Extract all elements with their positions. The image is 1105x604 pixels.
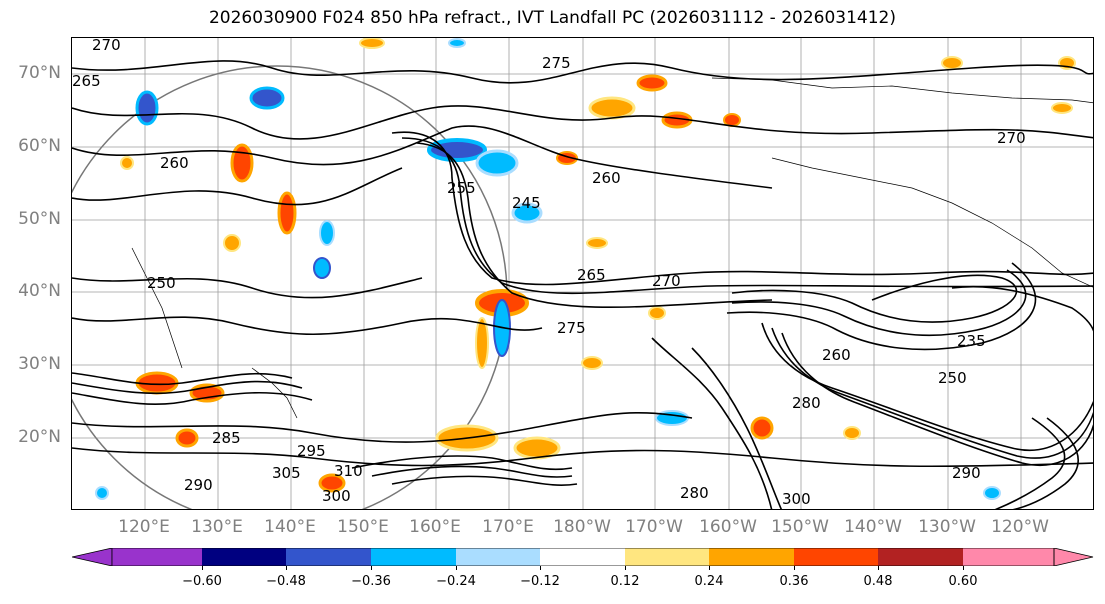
contour-label: 250 bbox=[147, 274, 176, 292]
colorbar-tick-label: 0.36 bbox=[779, 574, 809, 589]
contour-label: 265 bbox=[72, 72, 101, 90]
contour-label: 260 bbox=[160, 154, 189, 172]
lon-label: 170°E bbox=[482, 517, 534, 537]
contour-label: 300 bbox=[322, 487, 351, 505]
contour-label: 290 bbox=[184, 476, 213, 494]
colorbar-bin bbox=[112, 548, 202, 566]
colorbar bbox=[72, 548, 1094, 566]
lat-label: 70°N bbox=[18, 63, 61, 83]
contour-label: 275 bbox=[557, 319, 586, 337]
colorbar-tick-label: 0.48 bbox=[863, 574, 893, 589]
contour-label: 290 bbox=[952, 464, 981, 482]
colorbar-bin bbox=[540, 548, 625, 566]
contour-label: 270 bbox=[92, 38, 121, 54]
colorbar-tick-label: −0.60 bbox=[182, 574, 222, 589]
colorbar-bin bbox=[878, 548, 963, 566]
contour-label: 260 bbox=[822, 346, 851, 364]
lon-label: 180°W bbox=[553, 517, 611, 537]
contour-label: 265 bbox=[577, 266, 606, 284]
lat-label: 40°N bbox=[18, 281, 61, 301]
colorbar-bin bbox=[202, 548, 286, 566]
colorbar-tick-label: −0.48 bbox=[266, 574, 306, 589]
colorbar-bin bbox=[709, 548, 794, 566]
contour-label: 285 bbox=[212, 429, 241, 447]
lat-label: 50°N bbox=[18, 209, 61, 229]
contour-label: 270 bbox=[652, 272, 681, 290]
colorbar-extend-low bbox=[72, 548, 113, 566]
colorbar-tick-label: 0.60 bbox=[948, 574, 978, 589]
colorbar-bin bbox=[963, 548, 1054, 566]
lat-label: 30°N bbox=[18, 354, 61, 374]
contour-label: 295 bbox=[297, 442, 326, 460]
contour-label: 260 bbox=[592, 169, 621, 187]
lon-label: 130°W bbox=[918, 517, 976, 537]
colorbar-extend-high bbox=[1053, 548, 1094, 566]
contour-label: 280 bbox=[792, 394, 821, 412]
lon-label: 130°E bbox=[191, 517, 243, 537]
contour-label: 245 bbox=[512, 194, 541, 212]
lon-label: 120°W bbox=[991, 517, 1049, 537]
map-canvas: 270 265 260 255 250 245 265 270 260 275 … bbox=[72, 38, 1093, 509]
contour-labels: 270 265 260 255 250 245 265 270 260 275 … bbox=[72, 38, 1026, 508]
contour-label: 250 bbox=[938, 369, 967, 387]
contour-label: 280 bbox=[680, 484, 709, 502]
lon-label: 120°E bbox=[118, 517, 170, 537]
lon-label: 150°W bbox=[771, 517, 829, 537]
lon-label: 160°W bbox=[699, 517, 757, 537]
shaded-anomalies bbox=[95, 38, 1076, 500]
colorbar-bin bbox=[456, 548, 540, 566]
lon-label: 140°W bbox=[844, 517, 902, 537]
lat-label: 20°N bbox=[18, 427, 61, 447]
lat-label: 60°N bbox=[18, 136, 61, 156]
contour-lines bbox=[72, 60, 1093, 509]
lon-label: 160°E bbox=[409, 517, 461, 537]
contour-label: 235 bbox=[957, 332, 986, 350]
contour-label: 270 bbox=[997, 129, 1026, 147]
coastlines bbox=[131, 77, 1093, 419]
colorbar-bin bbox=[794, 548, 878, 566]
contour-label: 255 bbox=[447, 179, 476, 197]
contour-label: 300 bbox=[782, 490, 811, 508]
contour-label: 275 bbox=[542, 54, 571, 72]
map-title: 2026030900 F024 850 hPa refract., IVT La… bbox=[208, 8, 896, 28]
lon-label: 150°E bbox=[337, 517, 389, 537]
lon-label: 170°W bbox=[625, 517, 683, 537]
lon-label: 140°E bbox=[264, 517, 316, 537]
colorbar-bin bbox=[286, 548, 371, 566]
contour-label: 310 bbox=[334, 462, 363, 480]
colorbar-tick-label: −0.12 bbox=[520, 574, 560, 589]
colorbar-tick-label: 0.24 bbox=[694, 574, 724, 589]
colorbar-bin bbox=[371, 548, 456, 566]
colorbar-bin bbox=[625, 548, 709, 566]
colorbar-tick-label: 0.12 bbox=[610, 574, 640, 589]
colorbar-tick-label: −0.36 bbox=[351, 574, 391, 589]
map-panel: 270 265 260 255 250 245 265 270 260 275 … bbox=[71, 37, 1094, 510]
contour-label: 305 bbox=[272, 464, 301, 482]
colorbar-tick-label: −0.24 bbox=[436, 574, 476, 589]
